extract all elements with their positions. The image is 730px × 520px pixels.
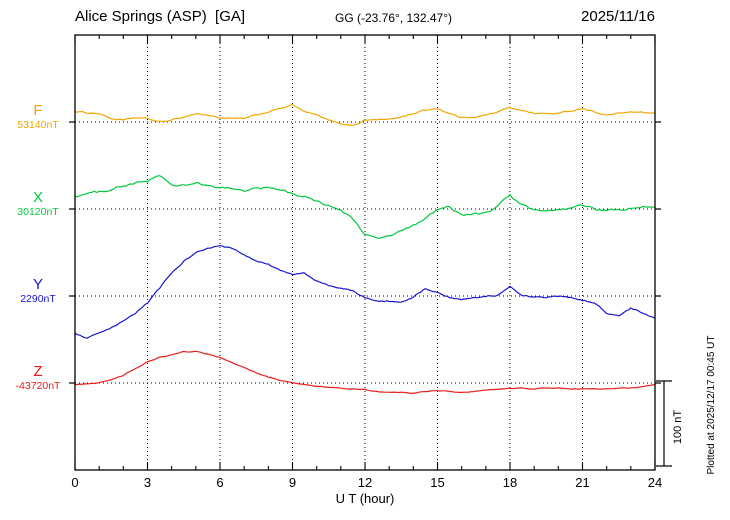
channel-letter-z: Z [33,363,43,380]
channel-baseline-f: 53140nT [17,118,59,131]
channel-baseline-z: -43720nT [15,379,61,392]
plotted-at-label: Plotted at 2025/12/17 00:45 UT [706,336,717,475]
x-axis-label: U T (hour) [335,491,395,506]
axis-ticks [74,35,656,470]
svg-text:24: 24 [648,475,662,490]
svg-text:3: 3 [144,475,151,490]
svg-text:18: 18 [503,475,517,490]
svg-text:0: 0 [71,475,78,490]
scale-bar-label: 100 nT [672,410,684,445]
svg-text:9: 9 [289,475,296,490]
svg-text:15: 15 [430,475,444,490]
station-title: Alice Springs (ASP) [GA] [75,8,246,25]
channel-baseline-y: 2290nT [20,292,56,305]
channel-letter-f: F [33,102,43,119]
channel-baseline-x: 30120nT [17,205,59,218]
channel-label-z: Z -43720nT [5,363,71,393]
channel-letter-x: X [32,189,43,206]
channel-label-x: X 30120nT [5,189,71,219]
svg-text:21: 21 [575,475,589,490]
plot-frame [74,34,656,471]
scale-bar [656,380,672,467]
trace-lines [74,104,656,394]
geographic-coordinates: GG (-23.76°, 132.47°) [335,11,452,25]
svg-text:6: 6 [216,475,223,490]
svg-text:12: 12 [358,475,372,490]
plot-date: 2025/11/16 [581,8,655,25]
x-tick-labels: 0 3 6 9 12 15 18 21 24 [71,475,662,490]
channel-label-f: F 53140nT [5,102,71,132]
channel-label-y: Y 2290nT [5,276,71,306]
grid-lines [69,35,661,470]
channel-letter-y: Y [32,276,43,293]
